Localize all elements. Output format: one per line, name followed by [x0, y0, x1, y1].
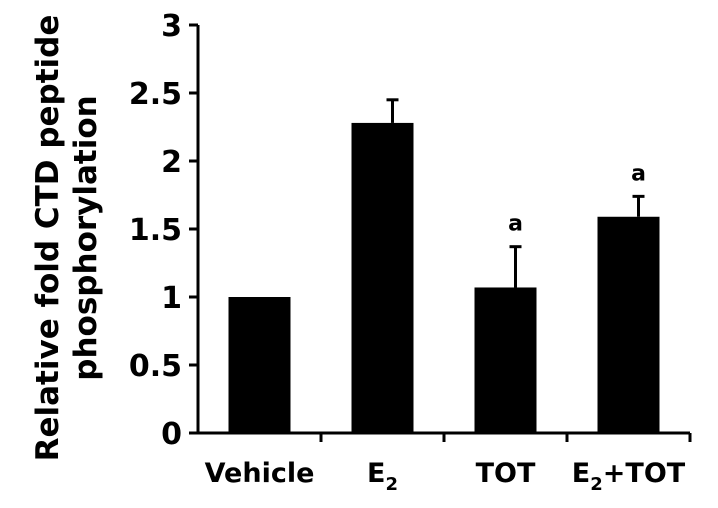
y-tick-label: 0 — [161, 417, 182, 452]
error-bar — [386, 98, 399, 123]
significance-annotations: aa — [508, 161, 646, 236]
bar — [474, 287, 537, 433]
x-tick-labels: Vehicle E2 TOT E2+TOT — [205, 458, 686, 495]
y-axis-label-line-2: phosphorylation — [68, 95, 104, 380]
y-tick-labels: 0 0.5 1 1.5 2 2.5 3 — [129, 9, 182, 452]
x-tick-label: Vehicle — [205, 458, 315, 489]
x-tick-label: E2+TOT — [572, 458, 686, 495]
y-tick-label: 1.5 — [129, 213, 182, 248]
error-bar — [632, 194, 645, 217]
x-tick-label: E2 — [367, 458, 398, 495]
y-tick-label: 0.5 — [129, 349, 182, 384]
y-axis-label: Relative fold CTD peptide phosphorylatio… — [30, 15, 104, 462]
y-tick-label: 2.5 — [129, 77, 182, 112]
y-tick-label: 1 — [161, 281, 182, 316]
x-tick-label: TOT — [476, 458, 536, 489]
bars — [228, 122, 660, 434]
bar — [351, 122, 414, 434]
error-bars — [386, 98, 645, 288]
y-axis-label-line-1: Relative fold CTD peptide — [30, 15, 66, 462]
significance-label: a — [631, 161, 646, 186]
error-bar — [509, 245, 522, 288]
axes — [189, 23, 692, 442]
bar — [228, 297, 291, 433]
y-tick-label: 2 — [161, 145, 182, 180]
y-tick-label: 3 — [161, 9, 182, 44]
significance-label: a — [508, 212, 523, 237]
bar — [597, 216, 660, 433]
